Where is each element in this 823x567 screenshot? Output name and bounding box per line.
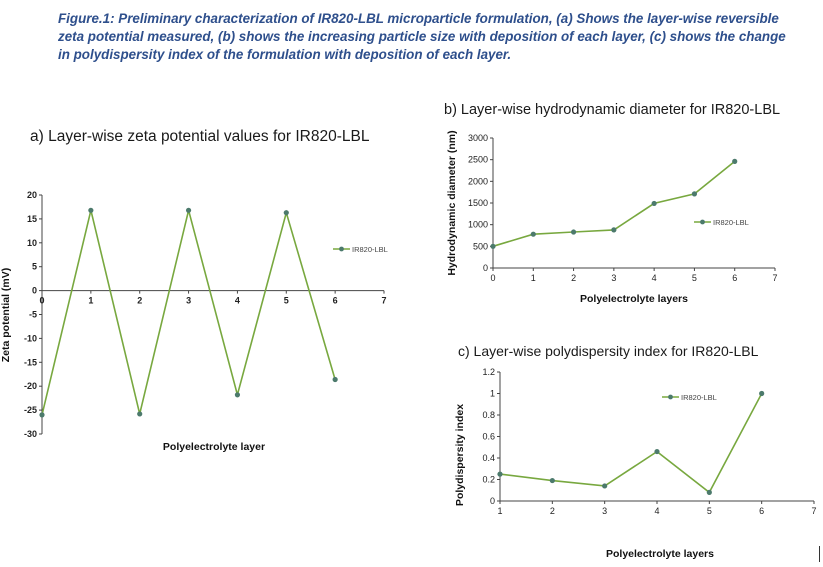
legend-label: IR820-LBL (681, 393, 717, 402)
data-point (185, 207, 192, 213)
data-point (234, 392, 241, 398)
y-tick-label: 0.8 (482, 410, 495, 420)
x-tick-label: 4 (652, 273, 657, 283)
data-point (611, 227, 617, 233)
x-tick-label: 7 (811, 506, 816, 516)
y-tick-label: 2000 (468, 176, 488, 186)
y-tick-label: -30 (24, 429, 37, 439)
x-tick-label: 3 (611, 273, 616, 283)
data-point (570, 229, 577, 235)
y-tick-label: -15 (24, 357, 37, 367)
data-point (691, 191, 698, 197)
y-tick-label: 0.4 (482, 453, 495, 463)
data-point (490, 243, 496, 249)
x-axis-label: Polyelectrolyte layers (580, 293, 688, 305)
figure-caption: Figure.1: Preliminary characterization o… (58, 11, 786, 62)
x-tick-label: 5 (692, 273, 697, 283)
x-tick-label: 4 (654, 506, 659, 516)
x-axis-label: Polyelectrolyte layers (606, 548, 714, 560)
x-tick-label: 1 (497, 506, 502, 516)
data-point (283, 210, 289, 216)
y-axis-label: Polydispersity index (454, 404, 466, 506)
data-point (602, 483, 608, 489)
chart-b-title: b) Layer-wise hydrodynamic diameter for … (444, 102, 781, 118)
y-axis-label: Zeta potential (mV) (0, 268, 12, 363)
x-tick-label: 6 (732, 273, 737, 283)
y-tick-label: -20 (24, 381, 37, 391)
data-point (654, 448, 660, 455)
y-tick-label: 0.2 (482, 475, 495, 485)
y-tick-label: 1500 (468, 198, 488, 208)
data-point (732, 158, 738, 164)
series-line (499, 393, 763, 494)
y-tick-label: 3000 (468, 133, 488, 143)
y-tick-label: -5 (29, 310, 37, 320)
x-tick-label: 6 (759, 506, 764, 516)
x-tick-label: 2 (550, 506, 555, 516)
data-point (651, 200, 657, 207)
y-tick-label: 1000 (468, 220, 488, 230)
text-cursor (819, 546, 820, 562)
x-tick-label: 7 (772, 273, 777, 283)
y-tick-label: 0 (490, 496, 495, 506)
y-axis-label: Hydrodynamic diameter (nm) (446, 130, 458, 275)
legend-label: IR820-LBL (713, 218, 749, 227)
x-tick-label: 2 (137, 296, 142, 306)
legend-marker (339, 246, 344, 252)
y-tick-label: -10 (24, 333, 37, 343)
x-tick-label: 6 (333, 296, 338, 306)
y-tick-label: 15 (27, 214, 37, 224)
y-tick-label: 0 (483, 263, 488, 273)
y-tick-label: 1 (490, 389, 495, 399)
y-tick-label: 20 (27, 190, 37, 200)
y-tick-label: 5 (32, 262, 37, 272)
data-point (530, 231, 536, 237)
x-axis-label: Polyelectrolyte layer (163, 441, 265, 453)
y-tick-label: 500 (473, 241, 488, 251)
x-tick-label: 2 (571, 273, 576, 283)
x-tick-label: 5 (707, 506, 712, 516)
y-tick-label: 0.6 (482, 432, 495, 442)
data-point (332, 376, 338, 383)
data-point (39, 412, 45, 418)
legend-label: IR820-LBL (352, 245, 388, 254)
y-tick-label: 2500 (468, 155, 488, 165)
data-point (759, 390, 765, 397)
chart-c-title: c) Layer-wise polydispersity index for I… (458, 343, 759, 359)
y-tick-label: -25 (24, 405, 37, 415)
x-tick-label: 0 (490, 273, 495, 283)
x-tick-label: 1 (531, 273, 536, 283)
data-point (88, 207, 94, 213)
y-tick-label: 1.2 (482, 367, 495, 377)
data-point (706, 489, 712, 495)
legend-marker (668, 394, 673, 400)
x-tick-label: 3 (602, 506, 607, 516)
x-tick-label: 3 (186, 296, 191, 306)
x-tick-label: 7 (381, 296, 386, 306)
chart-a-title: a) Layer-wise zeta potential values for … (30, 128, 370, 145)
x-tick-label: 0 (39, 296, 44, 306)
x-tick-label: 5 (284, 296, 289, 306)
data-point (137, 411, 143, 417)
legend-marker (700, 219, 705, 225)
x-tick-label: 4 (235, 296, 240, 306)
x-tick-label: 1 (88, 296, 93, 306)
data-point (549, 477, 555, 484)
y-tick-label: 0 (32, 286, 37, 296)
data-point (497, 471, 503, 477)
y-tick-label: 10 (27, 238, 37, 248)
